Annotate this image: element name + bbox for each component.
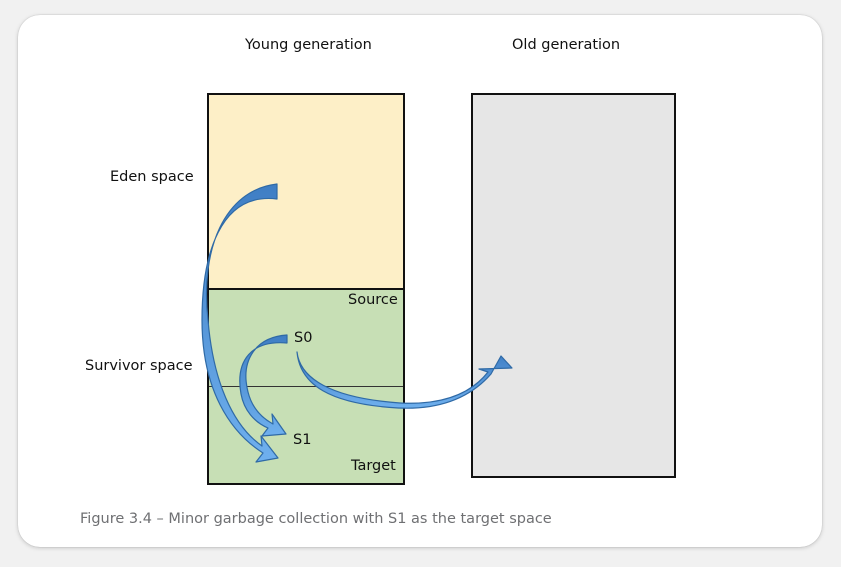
old-generation-box — [471, 93, 676, 478]
s0-label: S0 — [294, 330, 313, 346]
survivor-space-label: Survivor space — [85, 358, 193, 374]
target-label: Target — [351, 458, 396, 474]
old-generation-heading: Old generation — [512, 37, 621, 53]
young-generation-heading: Young generation — [245, 37, 372, 53]
s1-label: S1 — [293, 432, 312, 448]
figure-caption: Figure 3.4 – Minor garbage collection wi… — [80, 511, 552, 527]
figure-card — [18, 15, 822, 547]
source-label: Source — [348, 292, 398, 308]
eden-space-label: Eden space — [110, 169, 194, 185]
eden-space-box — [207, 93, 405, 290]
survivor-divider — [209, 386, 403, 387]
